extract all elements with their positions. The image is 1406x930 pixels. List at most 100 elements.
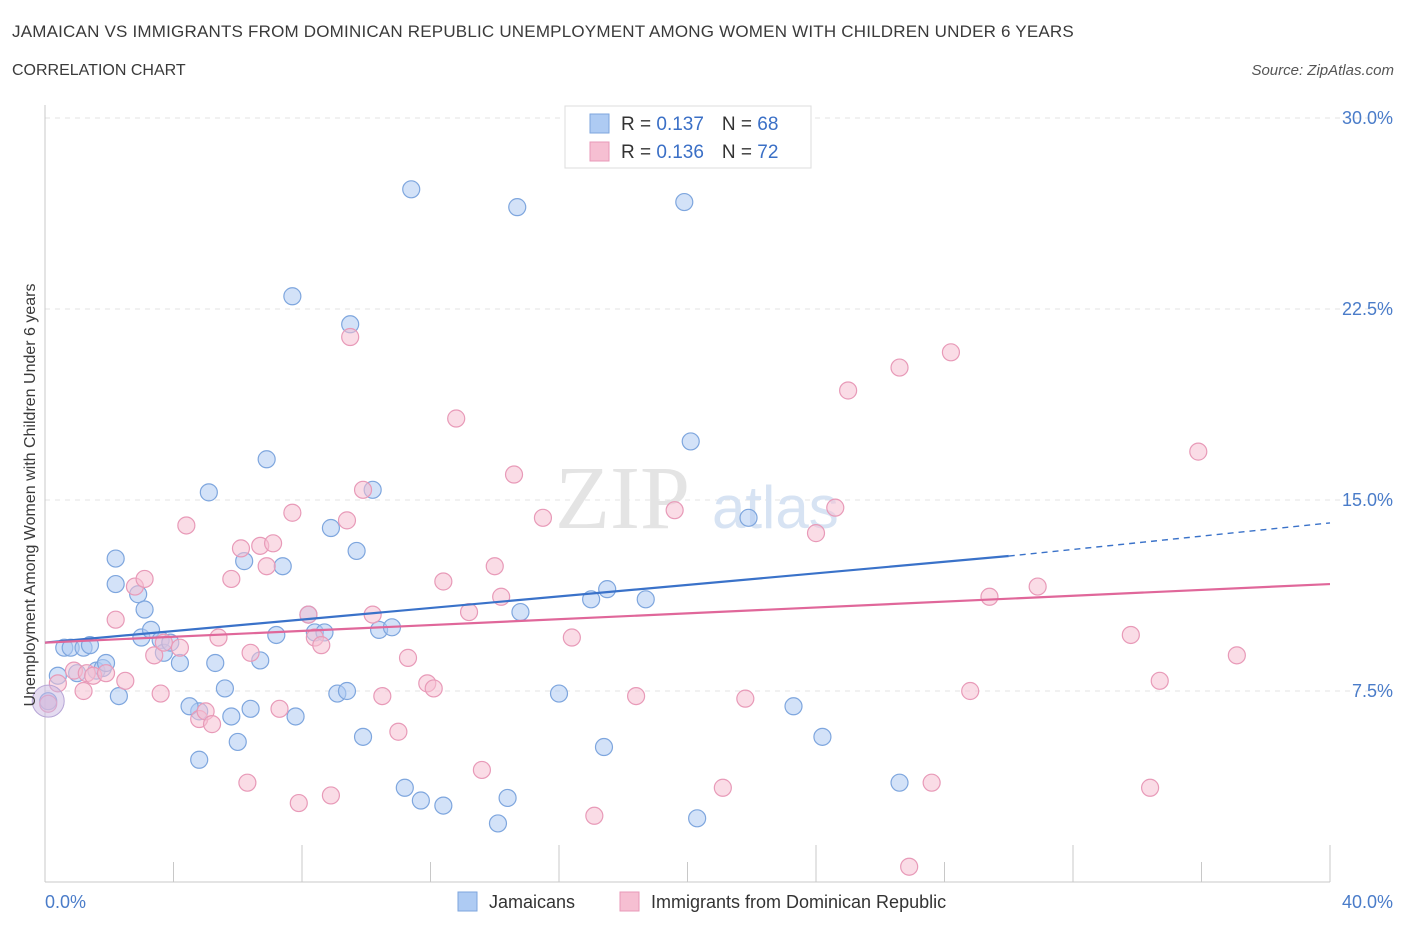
- dominican-point: [170, 638, 190, 657]
- dominican-point: [533, 508, 553, 527]
- dominican-point: [74, 681, 93, 701]
- dominican-point: [222, 569, 241, 589]
- x-tick-max: 40.0%: [1342, 892, 1393, 912]
- dominican-point: [312, 636, 331, 655]
- jamaican-point: [190, 750, 209, 769]
- y-tick-label: 7.5%: [1352, 681, 1393, 701]
- jamaican-point: [598, 580, 617, 599]
- source-credit: Source: ZipAtlas.com: [1251, 62, 1394, 79]
- dominican-point: [434, 572, 453, 591]
- jamaican-point: [498, 788, 517, 808]
- jamaican-point: [273, 557, 292, 576]
- axes: [44, 105, 1331, 883]
- dominican-point: [1121, 625, 1140, 645]
- dominican-point: [826, 498, 845, 517]
- dominican-point: [562, 628, 581, 647]
- jamaican-trend-extension: [1008, 522, 1331, 557]
- dominican-point: [373, 686, 392, 706]
- jamaican-point: [180, 697, 199, 716]
- legend-swatch-blue: [589, 113, 610, 134]
- dominican-point: [289, 793, 308, 813]
- jamaican-point: [511, 602, 530, 622]
- jamaican-point: [434, 796, 453, 815]
- dominican-point: [941, 343, 961, 362]
- jamaican-point: [395, 778, 414, 797]
- trend-lines: [44, 522, 1331, 644]
- dominican-point: [341, 327, 360, 347]
- dominican-point: [151, 684, 170, 703]
- dominican-point: [106, 610, 125, 629]
- dominican-point: [238, 773, 257, 792]
- y-tick-label: 15.0%: [1342, 490, 1393, 510]
- y-tick-labels: 7.5% 15.0% 22.5% 30.0%: [1342, 108, 1393, 701]
- jamaican-point: [813, 727, 832, 746]
- dominican-point: [1189, 442, 1208, 461]
- dominican-point: [231, 539, 251, 558]
- jamaican-point: [286, 707, 305, 726]
- y-tick-label: 30.0%: [1342, 108, 1393, 128]
- legend-row1: R = 0.137 N = 68: [621, 114, 778, 135]
- jamaican-point: [675, 192, 694, 212]
- jamaican-point: [739, 508, 758, 527]
- dominican-point: [177, 516, 196, 535]
- jamaican-point: [508, 198, 527, 217]
- jamaican-point: [337, 681, 357, 701]
- bottom-legend-swatch-pink: [619, 891, 640, 912]
- jamaican-point: [170, 653, 190, 673]
- x-tick-min: 0.0%: [45, 892, 86, 912]
- dominican-point: [321, 786, 341, 805]
- dominican-point: [202, 715, 222, 734]
- jamaican-point: [267, 625, 286, 645]
- dominican-point: [890, 358, 909, 377]
- jamaican-trend-line: [44, 554, 1009, 644]
- dominican-point: [839, 381, 858, 400]
- jamaican-point: [636, 590, 655, 609]
- jamaican-point: [135, 600, 154, 619]
- dominican-point: [270, 699, 289, 718]
- jamaican-point: [228, 732, 247, 752]
- bottom-legend-dominican: Immigrants from Dominican Republic: [651, 892, 946, 912]
- dominican-point: [961, 681, 980, 701]
- dominican-point: [263, 534, 283, 553]
- top-legend: R = 0.137 N = 68 R = 0.136 N = 72: [564, 105, 812, 169]
- dominican-point: [585, 806, 604, 825]
- dominican-point: [504, 465, 524, 484]
- dominican-point: [1227, 646, 1246, 665]
- dominican-point: [736, 689, 755, 708]
- jamaican-point: [353, 727, 373, 746]
- jamaican-point: [411, 791, 430, 810]
- jamaican-point: [347, 541, 366, 561]
- dominican-point: [337, 511, 357, 530]
- dominican-point: [472, 760, 491, 780]
- jamaican-point: [199, 483, 218, 502]
- legend-row2: R = 0.136 N = 72: [621, 142, 778, 163]
- dominican-point: [1028, 577, 1047, 596]
- jamaican-point: [283, 287, 302, 306]
- y-axis-label: Unemployment Among Women with Children U…: [22, 283, 39, 706]
- bottom-legend-swatch-blue: [457, 891, 478, 912]
- jamaican-point: [257, 450, 276, 469]
- dominican-point: [241, 643, 260, 662]
- dominican-point: [922, 773, 941, 792]
- dominican-point: [145, 646, 164, 665]
- dominican-point: [1140, 778, 1160, 797]
- overlap-point: [31, 684, 65, 718]
- dominican-point: [447, 409, 466, 428]
- chart-title: JAMAICAN VS IMMIGRANTS FROM DOMINICAN RE…: [12, 22, 1074, 41]
- jamaican-point: [109, 686, 128, 706]
- jamaican-point: [106, 549, 125, 568]
- dominican-point: [485, 557, 504, 576]
- dominican-point: [209, 628, 228, 647]
- dominican-point: [665, 501, 684, 520]
- dominican-point: [283, 503, 302, 522]
- dominican-point: [713, 778, 732, 797]
- gridlines: [45, 117, 1390, 692]
- jamaican-point: [321, 518, 341, 538]
- legend-swatch-pink: [589, 141, 610, 162]
- bottom-legend: Jamaicans Immigrants from Dominican Repu…: [457, 891, 946, 912]
- dominican-point: [424, 679, 443, 698]
- scatter-points: [31, 180, 1246, 876]
- dominican-point: [806, 524, 826, 543]
- jamaican-point: [222, 707, 241, 726]
- dominican-point: [398, 648, 418, 667]
